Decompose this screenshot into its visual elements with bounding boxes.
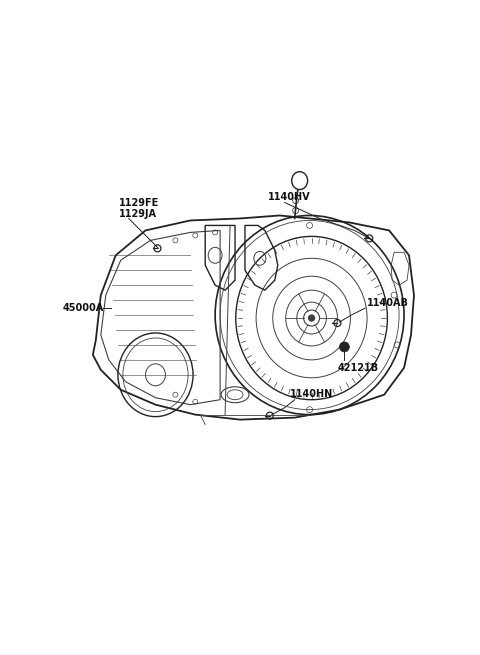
Text: 1140HV: 1140HV (268, 191, 311, 202)
Circle shape (309, 315, 314, 321)
Text: 1140AB: 1140AB (367, 298, 409, 308)
Text: 1140HN: 1140HN (290, 388, 333, 399)
Text: 42121B: 42121B (337, 363, 379, 373)
Text: 1129FE: 1129FE (119, 198, 159, 208)
Text: 1129JA: 1129JA (119, 210, 156, 219)
Text: 45000A: 45000A (63, 303, 104, 313)
Circle shape (339, 342, 349, 352)
